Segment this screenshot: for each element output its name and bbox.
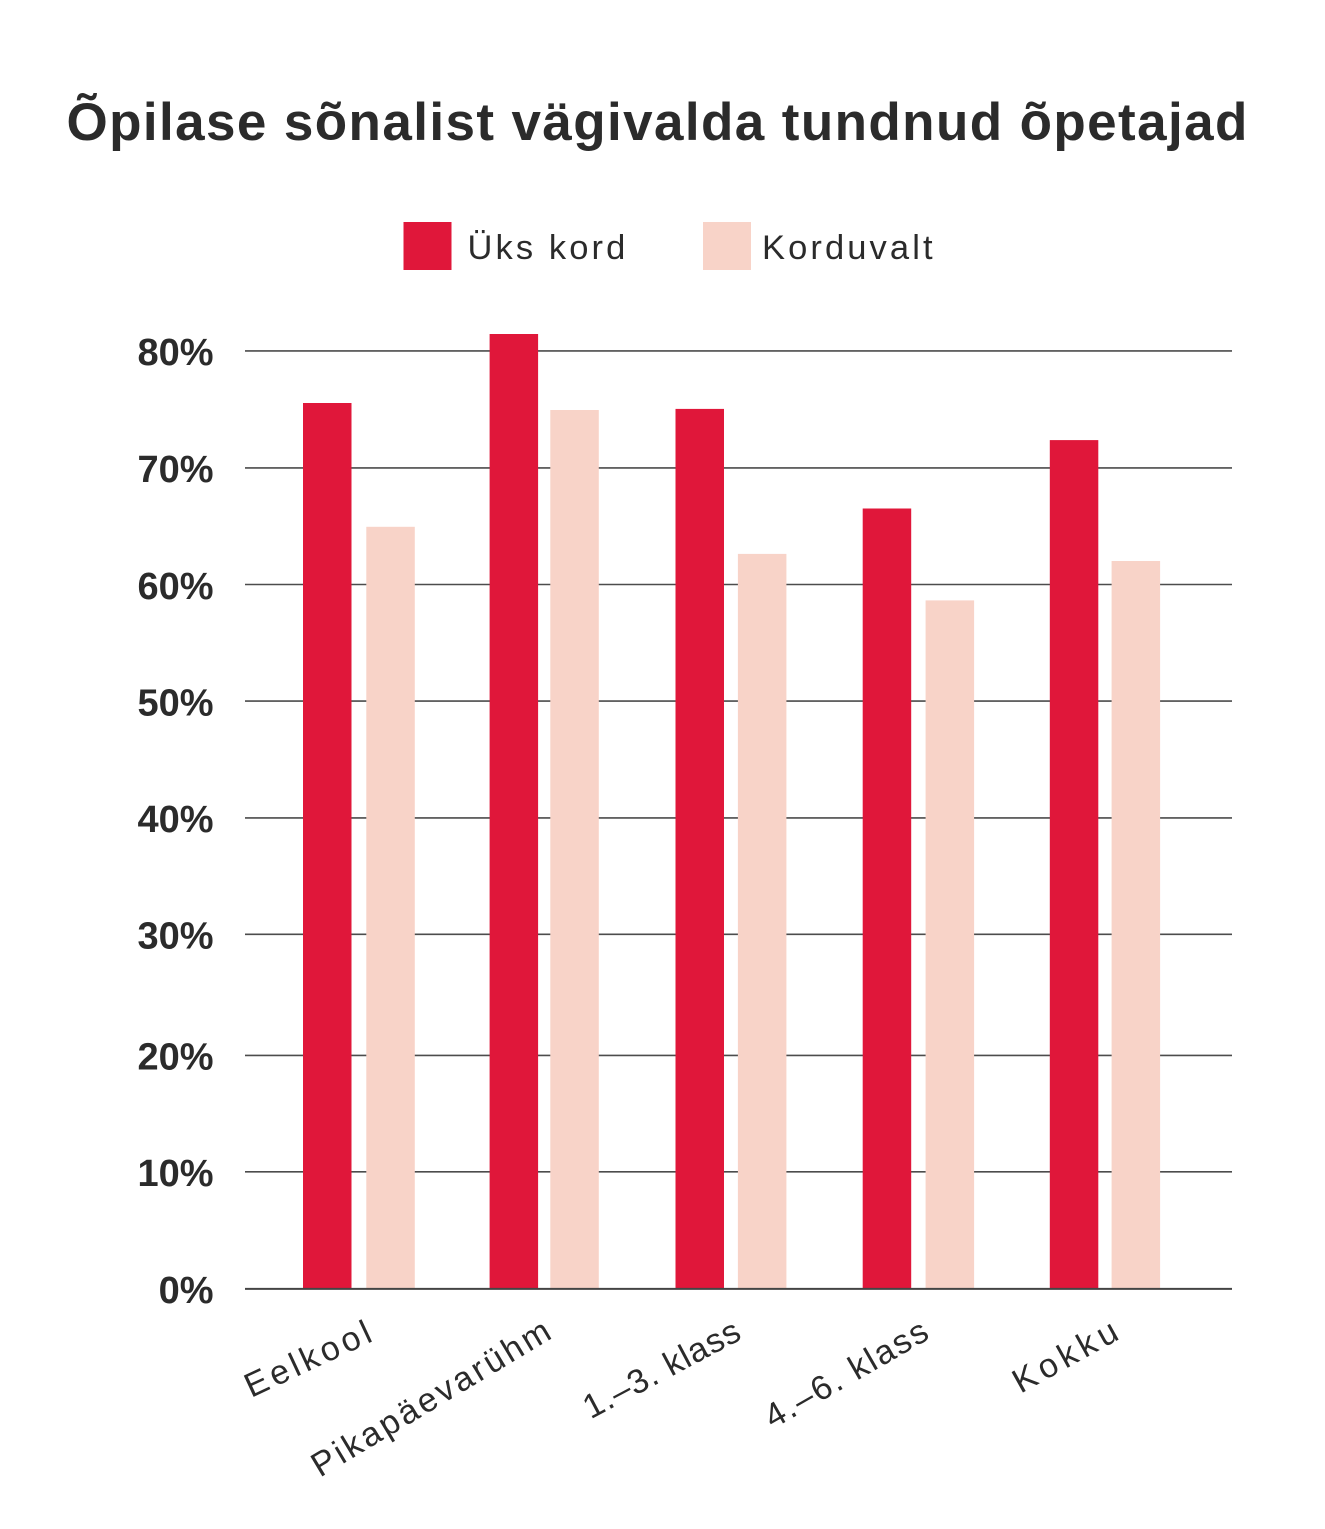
svg-text:40%: 40% (137, 799, 213, 841)
svg-text:Õpilase sõnalist vägivalda tun: Õpilase sõnalist vägivalda tundnud õpeta… (67, 92, 1249, 152)
svg-text:70%: 70% (137, 449, 213, 491)
svg-text:30%: 30% (137, 916, 213, 958)
svg-text:Korduvalt: Korduvalt (762, 229, 936, 267)
svg-text:60%: 60% (137, 566, 213, 608)
svg-text:50%: 50% (137, 682, 213, 724)
svg-text:0%: 0% (159, 1270, 214, 1312)
svg-text:20%: 20% (137, 1037, 213, 1079)
svg-text:10%: 10% (137, 1153, 213, 1195)
svg-text:80%: 80% (137, 332, 213, 374)
svg-text:Üks kord: Üks kord (468, 229, 629, 267)
